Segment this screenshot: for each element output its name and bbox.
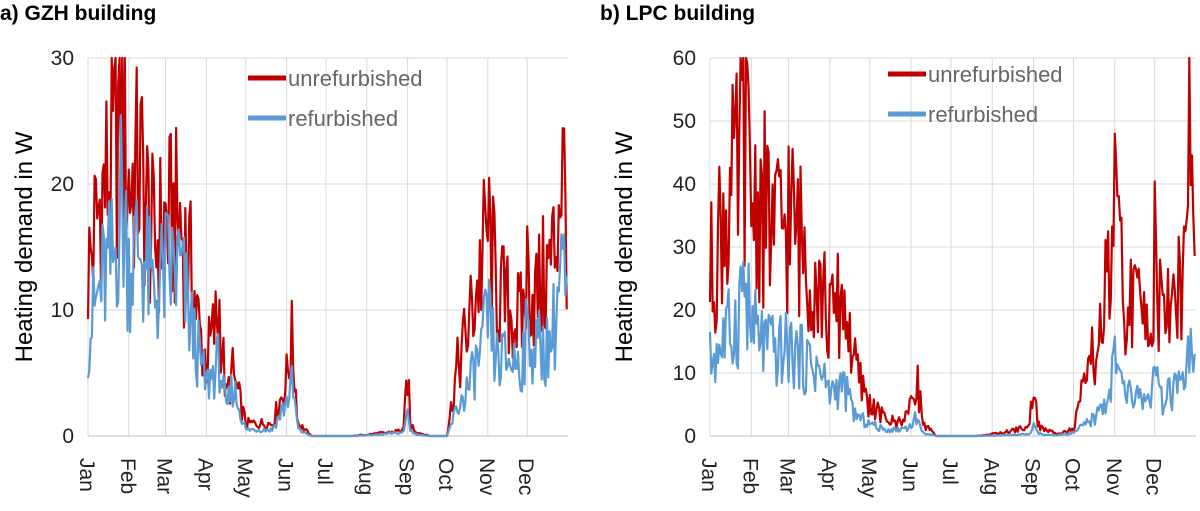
x-tick-label: Jun (898, 458, 921, 492)
chart-lpc: 0 10 20 30 40 50 60 Jan Feb Mar Apr May Jun Jul Aug Sep… (611, 47, 1196, 498)
y-tick-label: 0 (62, 425, 74, 448)
x-tick-label: Aug (979, 458, 1002, 495)
x-tick-label: Mar (153, 458, 176, 494)
x-tick-label: Sep (395, 458, 418, 495)
x-tick-label: Aug (354, 458, 377, 495)
x-tick-label: Sep (1021, 458, 1044, 495)
y-tick-label: 10 (51, 299, 74, 322)
x-tick-label: Nov (475, 458, 498, 496)
chart-panel-gzh: a) GZH building 0 10 20 30 Jan Feb Mar Apr May Ju… (0, 2, 568, 498)
x-tick-label: May (233, 458, 256, 498)
x-tick-label: Jul (938, 458, 961, 485)
x-tick-label: Dec (514, 458, 537, 495)
panel-title-lpc: b) LPC building (600, 2, 756, 25)
x-tick-label: Feb (116, 458, 139, 494)
y-tick-label: 30 (51, 47, 74, 70)
chart-gzh: 0 10 20 30 Jan Feb Mar Apr May Jun Jul Aug Sep Oct Nov… (11, 47, 568, 498)
legend-label-refurbished: refurbished (288, 106, 398, 131)
x-tick-label: Nov (1102, 458, 1125, 496)
x-tick-label: Mar (776, 458, 799, 494)
series-line-refurbished (86, 114, 568, 438)
x-tick-label: Oct (1061, 458, 1084, 491)
y-axis-label: Heating demand in W (611, 131, 638, 362)
legend-label-refurbished: refurbished (928, 102, 1038, 127)
chart-panel-lpc: b) LPC building 0 10 20 30 40 50 60 Jan Feb Mar Ap… (600, 0, 1200, 511)
y-tick-label: 20 (51, 173, 74, 196)
x-tick-label: Jun (274, 458, 297, 492)
y-tick-label: 30 (673, 236, 696, 259)
y-axis-label: Heating demand in W (11, 131, 38, 362)
y-tick-label: 40 (673, 173, 696, 196)
y-tick-label: 60 (673, 47, 696, 70)
x-tick-label: May (857, 458, 880, 498)
panel-title-gzh: a) GZH building (0, 2, 157, 25)
series-line-refurbished (708, 261, 1196, 438)
x-tick-label: Feb (738, 458, 761, 494)
y-tick-label: 0 (684, 425, 696, 448)
x-tick-label: Dec (1142, 458, 1165, 495)
y-tick-label: 50 (673, 110, 696, 133)
x-tick-label: Jan (75, 458, 98, 492)
x-tick-label: Apr (193, 458, 216, 491)
legend-label-unrefurbished: unrefurbished (928, 62, 1063, 87)
x-tick-label: Oct (434, 458, 457, 491)
x-tick-label: Jul (313, 458, 336, 485)
legend-label-unrefurbished: unrefurbished (288, 66, 423, 91)
x-tick-label: Apr (817, 458, 840, 491)
y-tick-label: 10 (673, 362, 696, 385)
y-tick-label: 20 (673, 299, 696, 322)
x-tick-label: Jan (697, 458, 720, 492)
